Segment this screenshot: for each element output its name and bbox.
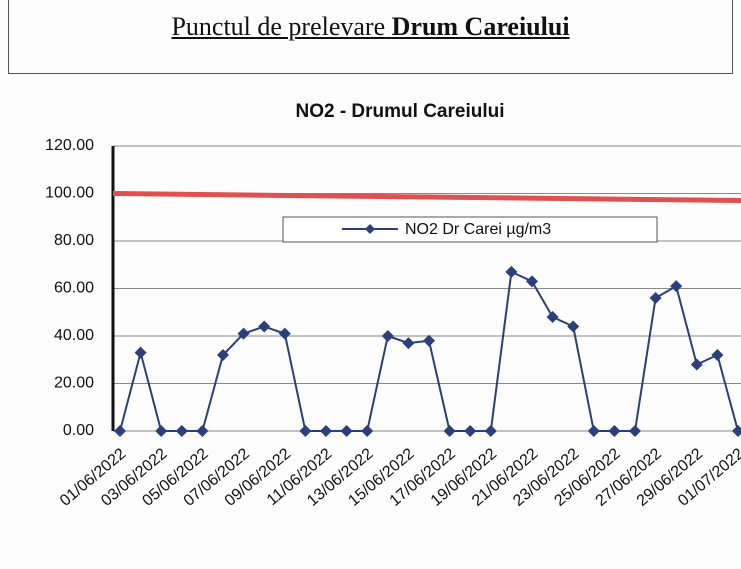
- data-point: [361, 425, 374, 437]
- y-tick-label: 60.00: [54, 280, 94, 297]
- data-point: [175, 425, 188, 437]
- data-point: [587, 425, 600, 437]
- y-tick-label: 40.00: [54, 327, 94, 344]
- y-tick-label: 0.00: [63, 422, 94, 439]
- data-point: [237, 327, 250, 340]
- data-point: [546, 311, 559, 323]
- series-line: [119, 270, 739, 432]
- data-point: [608, 425, 621, 437]
- header-text: Punctul de prelevare: [171, 12, 386, 41]
- data-point: [690, 358, 703, 371]
- data-point: [381, 330, 394, 342]
- threshold-line: [112, 191, 741, 203]
- data-point: [114, 425, 126, 437]
- data-point: [340, 425, 353, 437]
- header-title: Punctul de prelevare Drum Careiului: [9, 12, 732, 42]
- data-point: [402, 337, 415, 350]
- data-point: [217, 349, 229, 361]
- y-tick-label: 20.00: [54, 375, 94, 392]
- legend-label: NO2 Dr Carei µg/m3: [405, 221, 551, 238]
- data-point: [443, 425, 456, 437]
- data-point: [278, 327, 291, 340]
- data-point: [258, 320, 271, 333]
- y-tick-label: 120.00: [45, 137, 94, 154]
- data-point: [629, 425, 641, 437]
- y-tick-label: 80.00: [54, 232, 94, 249]
- data-point: [567, 320, 580, 333]
- data-point: [526, 275, 538, 288]
- data-point: [423, 334, 435, 347]
- data-point: [320, 425, 332, 437]
- data-point: [464, 425, 477, 437]
- y-tick-label: 100.00: [45, 185, 94, 202]
- data-point: [155, 425, 168, 437]
- chart-title: NO2 - Drumul Careiului: [295, 101, 504, 122]
- data-point: [196, 425, 209, 437]
- data-point: [299, 425, 312, 437]
- data-point: [711, 349, 724, 361]
- data-point: [649, 292, 662, 304]
- header-bold: Drum Careiului: [391, 12, 570, 41]
- legend-marker: [365, 224, 375, 234]
- data-point: [484, 425, 497, 437]
- data-point: [670, 280, 683, 293]
- data-point: [505, 265, 518, 278]
- header: Punctul de prelevare Drum Careiului: [8, 0, 733, 74]
- data-point: [134, 346, 147, 359]
- data-point: [732, 425, 741, 437]
